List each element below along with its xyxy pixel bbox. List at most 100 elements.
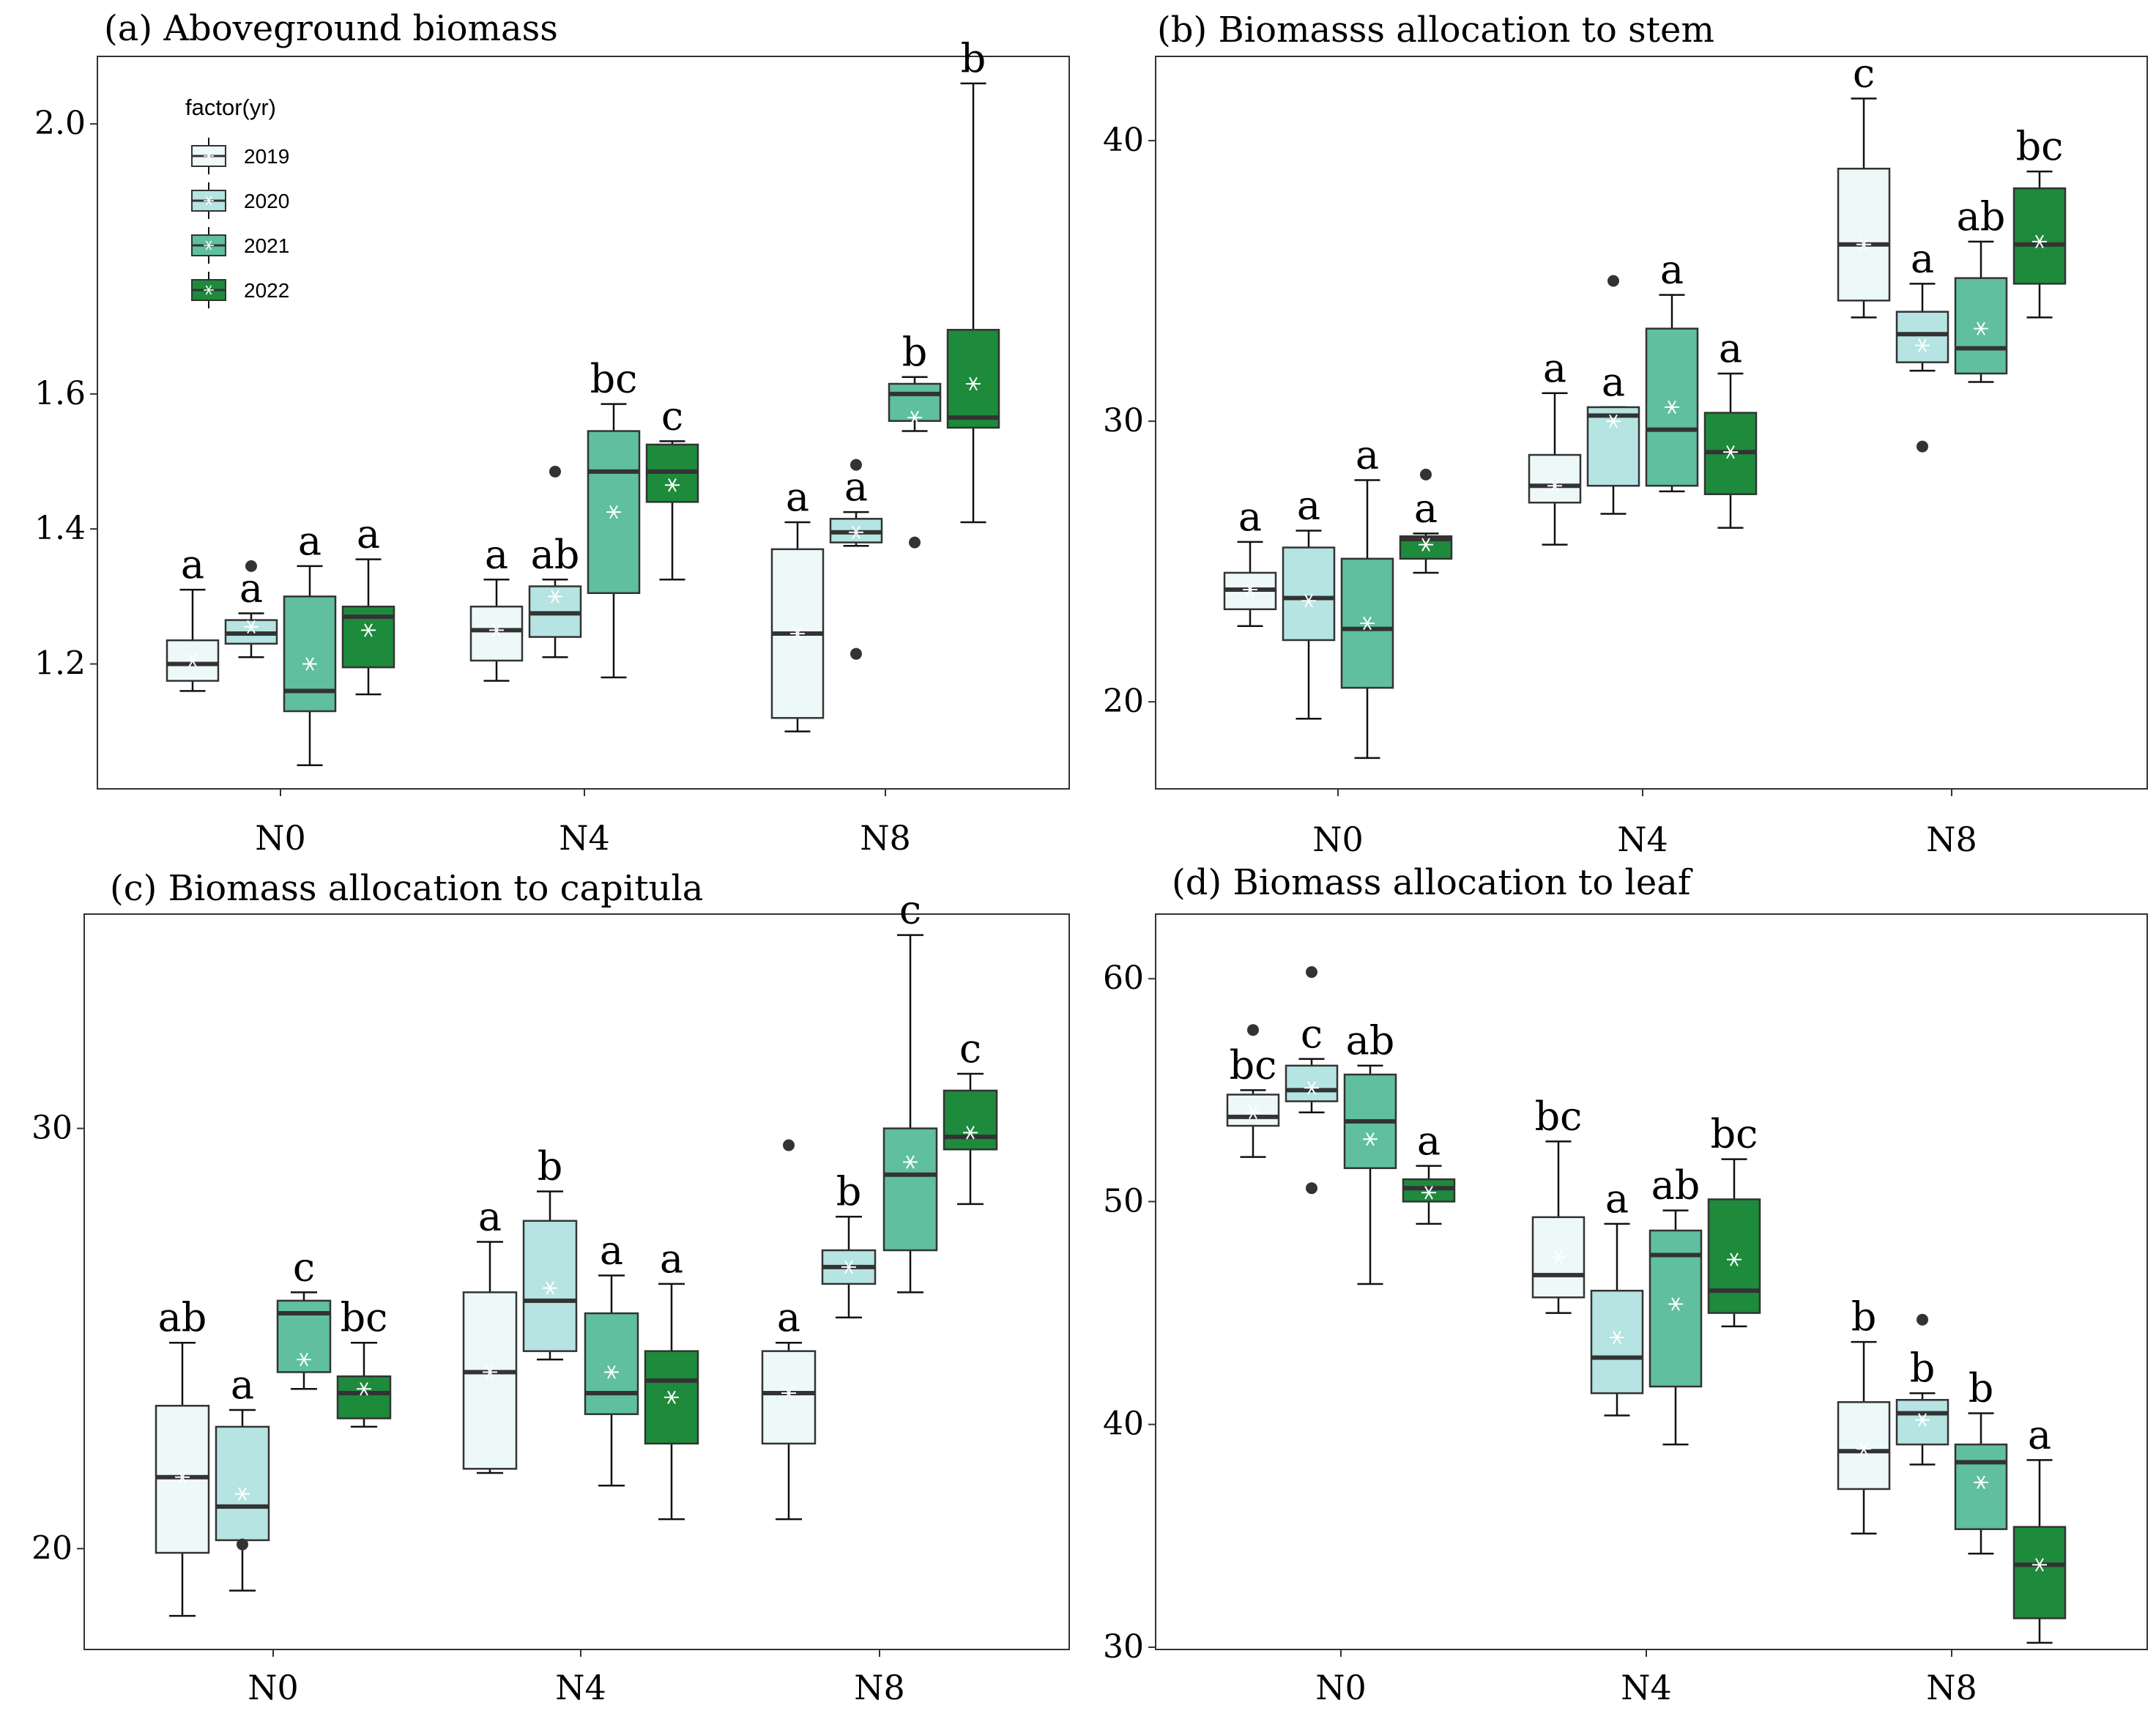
- outlier-point: [1607, 275, 1619, 287]
- legend-item-2019: 2019: [191, 138, 289, 174]
- box-N0-2020: c: [1285, 966, 1339, 1195]
- mean-marker-stroke: [1977, 322, 1985, 335]
- mean-marker-stroke: [969, 376, 978, 391]
- box-N4-2019: a: [462, 1193, 518, 1474]
- mean-marker: [297, 1352, 311, 1367]
- y-tick-label: 50: [1103, 1182, 1144, 1220]
- outlier-point: [237, 1538, 248, 1551]
- significance-label: ab: [158, 1294, 207, 1340]
- mean-marker-stroke: [1366, 1132, 1375, 1146]
- significance-label: b: [902, 329, 928, 375]
- significance-label: ab: [1957, 193, 2006, 240]
- mean-marker-stroke: [1918, 1413, 1927, 1427]
- box-N0-2022: a: [341, 511, 395, 696]
- mean-marker-stroke: [966, 1126, 975, 1140]
- mean-marker-stroke: [1246, 582, 1254, 597]
- outlier-point: [1247, 1024, 1259, 1036]
- panel-title: (a) Aboveground biomass: [104, 8, 558, 49]
- box-iqr: [462, 1291, 518, 1470]
- outlier-point: [850, 459, 862, 471]
- box-N8-2021: b: [888, 329, 942, 549]
- significance-label: b: [836, 1168, 862, 1214]
- mean-marker: [185, 653, 200, 668]
- box-N4-2020: a: [1590, 1176, 1644, 1417]
- panel-c: (c) Biomass allocation to capitula 20 30 N0…: [31, 868, 1070, 1707]
- plot-border: [1155, 913, 2148, 1650]
- box-N0-2022: bc: [336, 1294, 392, 1428]
- x-tick-label: N0: [255, 818, 306, 858]
- mean-marker-stroke: [1977, 1475, 1985, 1490]
- box-N4-2020: a: [1586, 275, 1640, 515]
- mean-marker: [966, 376, 981, 391]
- significance-label: bc: [1711, 1111, 1758, 1157]
- significance-label: a: [1238, 494, 1262, 540]
- box-iqr: [2012, 1526, 2067, 1619]
- significance-label: a: [239, 565, 263, 611]
- outlier-point: [1306, 966, 1317, 979]
- y-tick-label: 30: [31, 1110, 73, 1147]
- box-iqr: [2012, 187, 2067, 285]
- box-N8-2019: a: [761, 1139, 817, 1521]
- y-tick-label: 40: [1103, 122, 1144, 159]
- box-iqr: [1282, 546, 1336, 642]
- significance-label: c: [293, 1244, 315, 1290]
- box-N8-2021: ab: [1954, 193, 2008, 383]
- legend-label: 2021: [244, 234, 289, 257]
- significance-label: c: [899, 887, 921, 933]
- y-tick-label: 1.4: [34, 510, 86, 547]
- panel-title: (b) Biomasss allocation to stem: [1157, 10, 1714, 51]
- x-tick-label: N4: [559, 818, 610, 858]
- legend-label: 2020: [244, 190, 289, 212]
- mean-marker: [1243, 582, 1257, 597]
- significance-label: c: [959, 1025, 981, 1072]
- significance-label: c: [1301, 1011, 1323, 1057]
- mean-marker: [1363, 1132, 1378, 1146]
- box-iqr: [1528, 453, 1582, 504]
- significance-label: a: [478, 1193, 502, 1239]
- legend-key-mean: [205, 196, 212, 206]
- significance-label: b: [1969, 1365, 1994, 1411]
- mean-marker: [357, 1382, 371, 1396]
- x-tick-label: N8: [1926, 820, 1977, 859]
- y-tick-label: 30: [1103, 1628, 1144, 1666]
- mean-marker: [1610, 1330, 1624, 1345]
- mean-marker: [963, 1126, 978, 1140]
- mean-marker-stroke: [1859, 237, 1868, 251]
- box-iqr: [761, 1350, 817, 1445]
- legend-key-mean: [205, 151, 212, 161]
- box-N0-2021: c: [276, 1244, 332, 1390]
- mean-marker: [1304, 1081, 1319, 1095]
- box-iqr: [946, 329, 1000, 429]
- mean-marker-stroke: [1554, 1250, 1563, 1264]
- outlier-point: [1420, 468, 1432, 480]
- mean-marker-stroke: [486, 1365, 494, 1379]
- box-iqr: [1954, 277, 2008, 375]
- box-N8-2022: c: [943, 1025, 998, 1206]
- outlier-point: [783, 1139, 795, 1151]
- significance-label: c: [661, 393, 683, 439]
- mean-marker-stroke: [1307, 1081, 1316, 1095]
- x-tick-label: N0: [248, 1668, 299, 1707]
- significance-label: a: [1356, 432, 1379, 478]
- significance-label: a: [1543, 345, 1566, 391]
- panel-title: (c) Biomass allocation to capitula: [110, 868, 703, 909]
- y-tick-label: 20: [31, 1529, 73, 1567]
- box-N0-2020: a: [215, 1362, 270, 1592]
- mean-marker-stroke: [360, 1382, 368, 1396]
- outlier-point: [1917, 1313, 1928, 1326]
- box-N4-2021: ab: [1648, 1162, 1703, 1446]
- legend: factor(yr) 2019 2020 2021 2022: [185, 94, 289, 308]
- significance-label: a: [660, 1236, 683, 1282]
- mean-marker-stroke: [188, 653, 197, 668]
- significance-label: a: [1414, 485, 1438, 531]
- y-tick-label: 2.0: [34, 105, 86, 142]
- mean-marker: [235, 1487, 250, 1501]
- significance-label: a: [357, 511, 380, 557]
- mean-marker-stroke: [1550, 479, 1559, 493]
- y-tick-label: 1.6: [34, 375, 86, 412]
- mean-marker: [841, 1260, 856, 1274]
- box-N0-2022: a: [1402, 1118, 1456, 1225]
- significance-label: a: [1719, 325, 1742, 371]
- mean-marker-stroke: [844, 1260, 853, 1274]
- box-N8-2019: a: [770, 474, 825, 732]
